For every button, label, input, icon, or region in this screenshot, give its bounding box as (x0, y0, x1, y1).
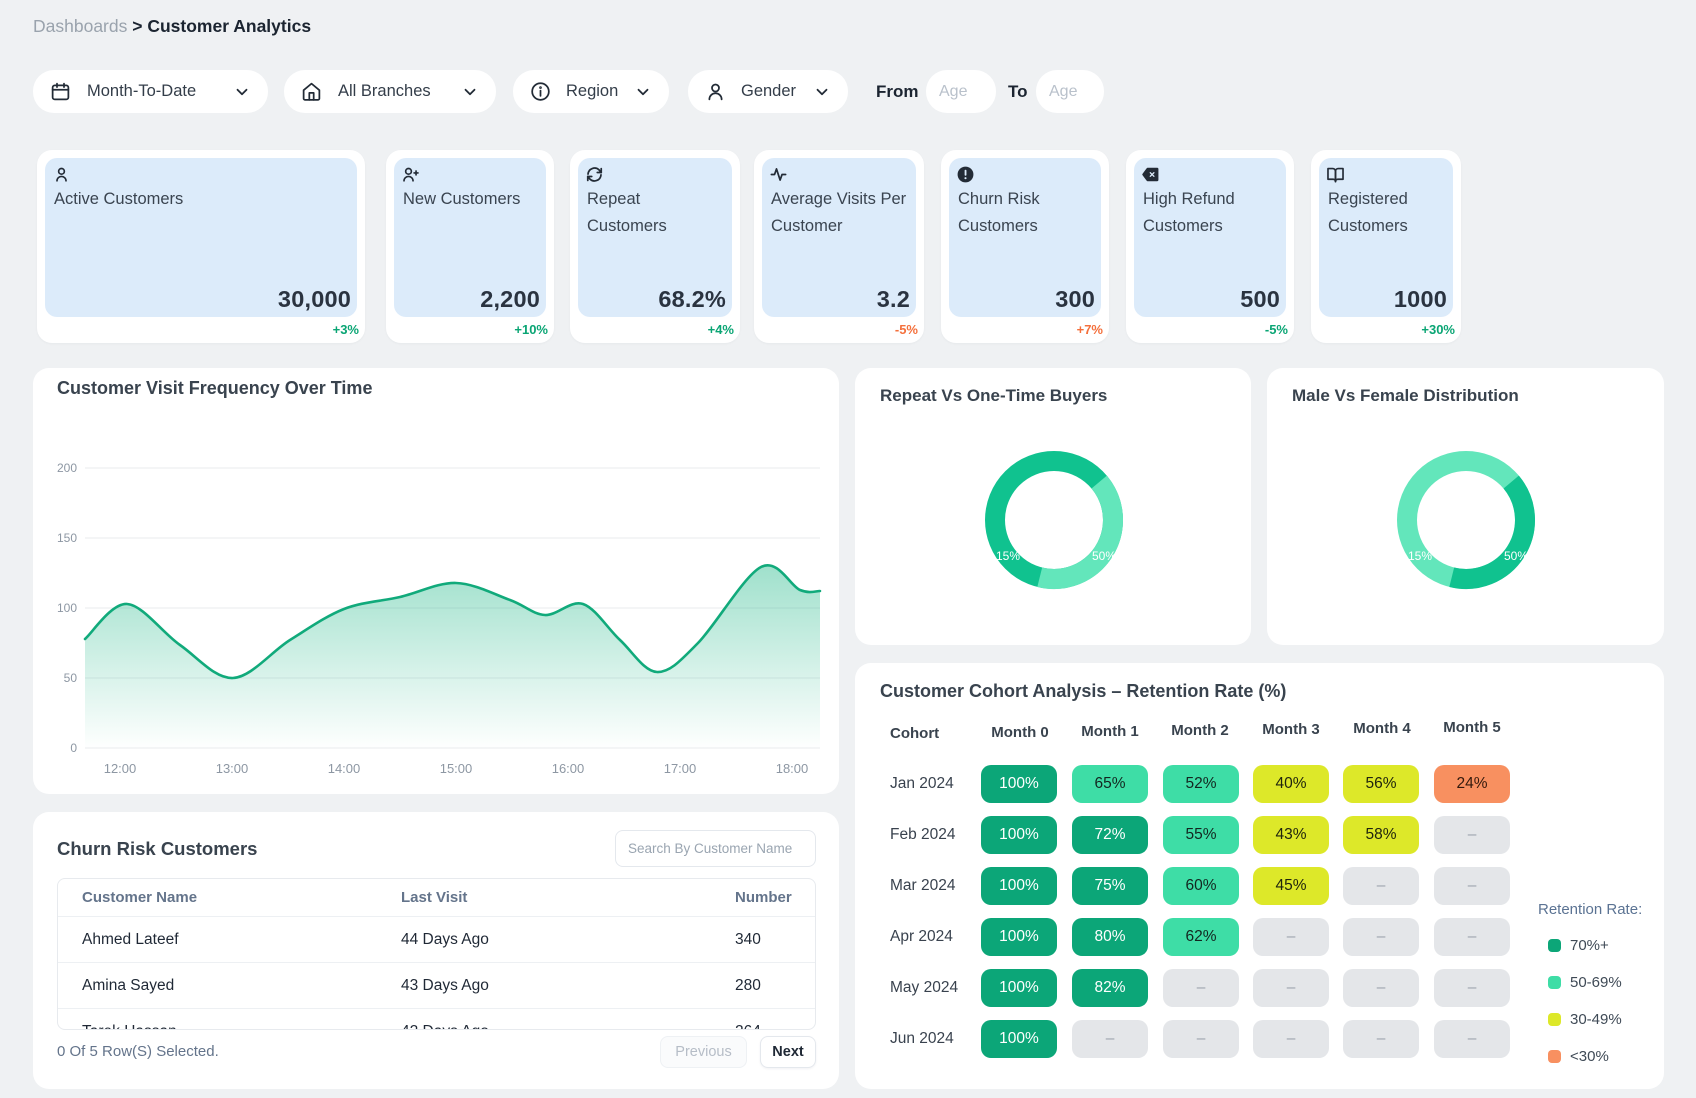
svg-text:50: 50 (64, 671, 78, 685)
svg-text:150: 150 (57, 531, 77, 545)
svg-text:200: 200 (57, 461, 77, 475)
svg-text:50%: 50% (1092, 549, 1116, 563)
svg-text:18:00: 18:00 (776, 761, 809, 776)
svg-text:13:00: 13:00 (216, 761, 249, 776)
svg-text:15:00: 15:00 (440, 761, 473, 776)
svg-text:16:00: 16:00 (552, 761, 585, 776)
svg-text:50%: 50% (1504, 549, 1528, 563)
svg-text:100: 100 (57, 601, 77, 615)
svg-text:14:00: 14:00 (328, 761, 361, 776)
svg-text:15%: 15% (1408, 549, 1432, 563)
svg-text:17:00: 17:00 (664, 761, 697, 776)
svg-text:0: 0 (70, 741, 77, 755)
svg-text:12:00: 12:00 (104, 761, 137, 776)
svg-text:15%: 15% (996, 549, 1020, 563)
